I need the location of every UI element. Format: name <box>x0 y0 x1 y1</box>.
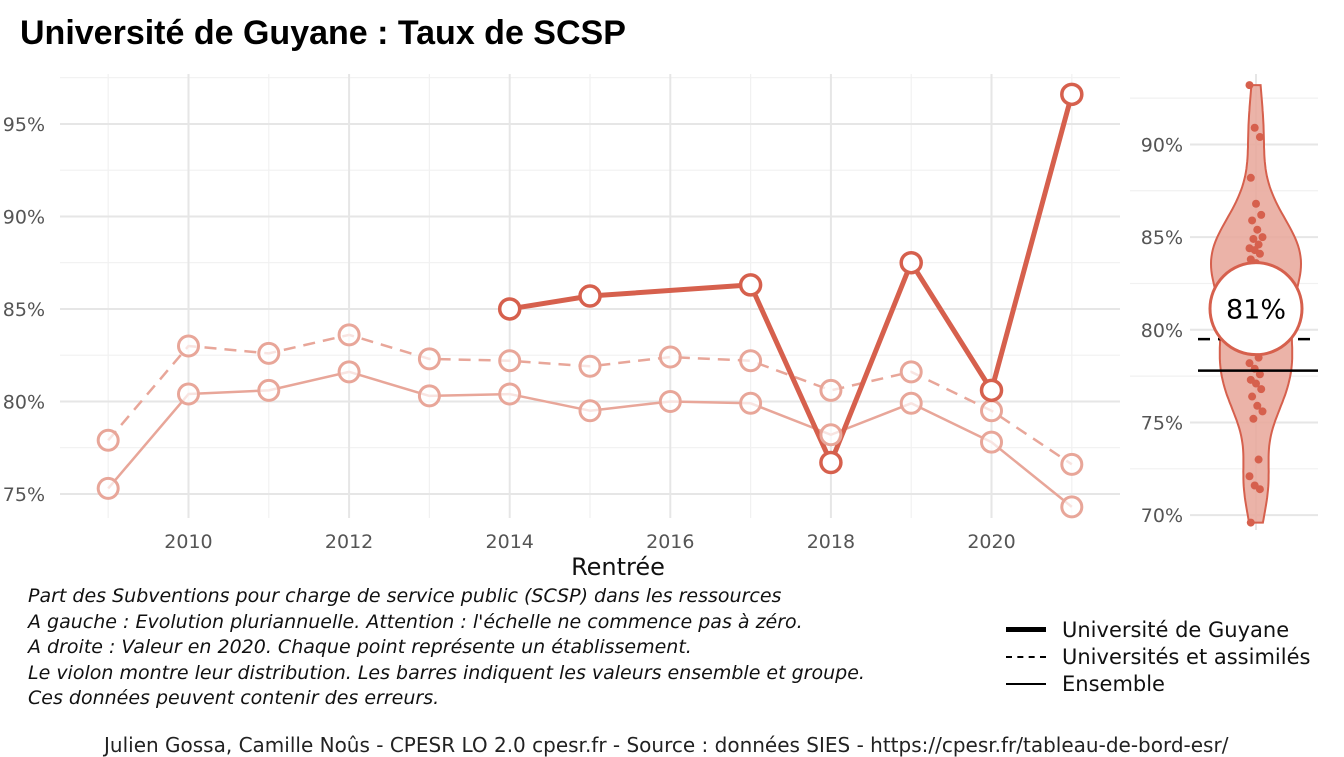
data-point <box>658 345 682 369</box>
violin-point <box>1258 233 1267 242</box>
violin-point <box>1253 401 1262 410</box>
legend-item-ensemble: Ensemble <box>1006 670 1310 697</box>
y-tick-label: 75% <box>1141 412 1183 434</box>
value-label: 81% <box>1226 295 1286 326</box>
violin-point <box>1257 385 1266 394</box>
data-point <box>417 384 441 408</box>
chart-title: Université de Guyane : Taux de SCSP <box>20 14 626 52</box>
legend-item-universites-assimiles: Universités et assimilés <box>1006 643 1310 670</box>
legend-item-universite: Université de Guyane <box>1006 616 1310 643</box>
violin-point <box>1245 81 1254 90</box>
violin-point <box>1258 407 1267 416</box>
violin-point <box>1250 123 1259 132</box>
legend: Université de Guyane Universités et assi… <box>1006 616 1310 697</box>
note-line: Le violon montre leur distribution. Les … <box>28 661 865 684</box>
x-tick-label: 2014 <box>486 531 534 553</box>
violin-point <box>1254 455 1263 464</box>
data-point <box>337 323 361 347</box>
data-point <box>497 297 522 321</box>
y-tick-label: 85% <box>3 299 45 321</box>
legend-key-solid-bold <box>1006 627 1046 632</box>
violin-point <box>1255 485 1264 494</box>
x-axis-title: Rentrée <box>571 553 665 581</box>
violin-point <box>1252 379 1260 388</box>
data-point <box>1060 452 1084 476</box>
data-point <box>257 341 281 365</box>
caption-notes: Part des Subventions pour charge de serv… <box>28 584 865 712</box>
violin-point <box>1246 173 1255 182</box>
y-tick-label: 90% <box>3 206 45 228</box>
violin-point <box>1257 210 1266 219</box>
note-line: Part des Subventions pour charge de serv… <box>28 585 782 607</box>
y-tick-label: 80% <box>1141 320 1183 342</box>
legend-label: Universités et assimilés <box>1062 644 1311 669</box>
data-point <box>578 354 602 378</box>
data-point <box>739 391 763 415</box>
data-point <box>498 382 522 406</box>
data-point <box>980 430 1004 454</box>
data-point <box>337 360 361 384</box>
violin-point <box>1245 472 1254 481</box>
data-point <box>417 347 441 371</box>
note-line: Ces données peuvent contenir des erreurs… <box>28 687 440 709</box>
data-point <box>738 273 763 297</box>
y-tick-label: 95% <box>3 114 45 136</box>
data-point <box>739 349 763 373</box>
violin-point <box>1252 199 1260 208</box>
line-chart-panel: 75% 80% 85% 90% 95% 2010 2012 2014 2016 2018 2020 R… <box>3 74 1120 581</box>
y-tick-label: 70% <box>1141 505 1183 527</box>
violin-chart-panel: 70% 75% 80% 85% 90% 81% <box>1130 74 1318 530</box>
violin-point <box>1248 216 1257 225</box>
y-tick-label: 75% <box>3 484 45 506</box>
legend-key-dashed <box>1006 655 1046 658</box>
data-point <box>578 284 602 308</box>
data-point <box>819 450 843 475</box>
data-point <box>979 378 1004 403</box>
data-point <box>819 423 843 447</box>
note-line: A droite : Valeur en 2020. Chaque point … <box>28 636 692 658</box>
y-tick-label: 80% <box>3 391 45 413</box>
violin-point <box>1254 240 1263 249</box>
data-point <box>96 428 120 452</box>
violin-point <box>1248 392 1257 401</box>
data-point <box>899 391 923 415</box>
violin-point <box>1255 249 1264 258</box>
data-point <box>658 389 682 413</box>
violin-point <box>1245 359 1254 368</box>
violin-point <box>1249 414 1258 423</box>
data-point <box>980 399 1004 423</box>
data-point <box>899 360 923 384</box>
x-tick-label: 2010 <box>164 531 212 553</box>
x-tick-label: 2012 <box>325 531 373 553</box>
note-line: A gauche : Evolution pluriannuelle. Atte… <box>28 610 803 633</box>
data-point <box>819 378 843 402</box>
legend-key-solid-thin <box>1006 682 1046 685</box>
x-tick-label: 2018 <box>807 531 855 553</box>
violin-point <box>1249 234 1258 243</box>
violin-point <box>1253 225 1262 234</box>
y-tick-label: 85% <box>1141 227 1183 249</box>
y-tick-label: 90% <box>1141 134 1183 156</box>
data-point <box>578 399 602 423</box>
data-point <box>176 382 200 406</box>
data-point <box>176 334 200 358</box>
value-label-circle <box>1208 261 1304 357</box>
data-point <box>96 476 120 500</box>
data-point <box>1060 82 1084 107</box>
credit-line: Julien Gossa, Camille Noûs - CPESR LO 2.… <box>104 733 1229 757</box>
data-point <box>498 349 522 373</box>
violin-point <box>1246 518 1255 527</box>
x-tick-label: 2016 <box>646 531 694 553</box>
violin-point <box>1255 370 1264 379</box>
data-point <box>899 250 923 275</box>
data-point <box>1060 495 1084 519</box>
legend-label: Université de Guyane <box>1062 617 1290 642</box>
data-point <box>257 378 281 402</box>
legend-label: Ensemble <box>1062 671 1165 696</box>
x-tick-label: 2020 <box>967 531 1015 553</box>
violin-point <box>1255 133 1264 142</box>
